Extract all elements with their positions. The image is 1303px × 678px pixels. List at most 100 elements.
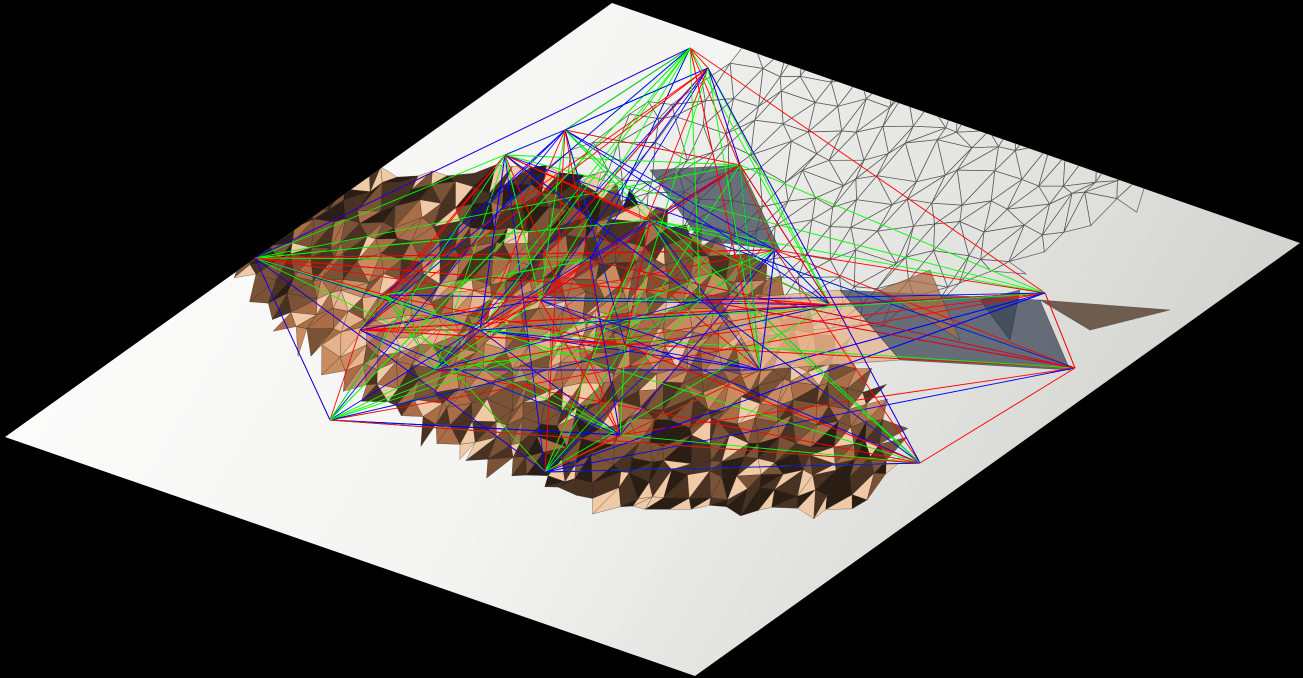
red-edge: [1044, 292, 1076, 369]
face-triangle: [866, 472, 887, 501]
wire-triangle: [1140, 37, 1177, 80]
wire-triangle: [1123, 117, 1142, 143]
blue-edge: [504, 154, 776, 251]
face-triangle: [277, 165, 290, 192]
green-edge: [739, 164, 1046, 294]
green-edge: [564, 129, 921, 464]
wire-triangle: [1187, 35, 1235, 83]
blue-edge: [564, 129, 776, 251]
blue-edge: [544, 462, 921, 473]
face-triangle: [296, 182, 306, 210]
wire-triangle: [928, 62, 963, 105]
blue-edge: [759, 249, 776, 371]
green-edge: [254, 257, 591, 261]
face-triangle: [236, 164, 257, 184]
face-triangle: [304, 165, 329, 190]
blue-edge: [479, 329, 621, 436]
face-triangle: [248, 227, 274, 247]
red-edge: [329, 329, 361, 421]
face-triangle: [295, 326, 308, 357]
blue-edge: [649, 219, 1076, 369]
wire-triangle: [1146, 21, 1176, 45]
wire-triangle: [1179, 96, 1204, 125]
blue-edge: [539, 299, 831, 306]
blue-edge: [329, 129, 566, 421]
blue-edge: [254, 257, 331, 421]
red-edge: [619, 367, 1076, 436]
wire-triangle: [1061, 94, 1101, 124]
face-triangle: [285, 174, 313, 192]
wire-triangle: [1014, 113, 1047, 152]
wire-triangle: [906, 73, 945, 105]
green-edge: [539, 47, 691, 301]
wire-triangle: [1123, 116, 1151, 160]
blue-edge: [589, 259, 621, 436]
wire-triangle: [1095, 115, 1127, 141]
red-edge: [504, 154, 621, 436]
wire-triangle: [1121, 20, 1156, 46]
blue-edge: [699, 292, 1046, 301]
red-edge: [624, 344, 921, 464]
blue-edge: [479, 329, 761, 371]
wire-triangle: [1149, 153, 1181, 174]
wire-triangle: [1214, 35, 1261, 72]
wire-triangle: [1179, 115, 1196, 155]
green-edge: [619, 344, 626, 436]
wire-triangle: [1091, 19, 1128, 54]
wire-triangle: [1125, 88, 1153, 133]
red-edge: [479, 67, 709, 331]
face-triangle: [343, 172, 371, 192]
red-edge: [479, 299, 541, 331]
blue-edge: [564, 67, 709, 131]
face-triangle: [250, 206, 271, 226]
wire-triangle: [1037, 53, 1069, 78]
green-edge: [707, 67, 761, 371]
face-triangle: [236, 181, 263, 204]
red-edge: [774, 249, 1076, 369]
red-edge: [254, 249, 776, 259]
wire-triangle: [1066, 18, 1097, 56]
wire-triangle: [1149, 114, 1181, 160]
face-triangle: [226, 220, 240, 247]
wire-triangle: [1125, 91, 1153, 133]
wire-triangle: [943, 41, 965, 75]
green-edge: [504, 154, 541, 301]
wire-triangle: [1092, 23, 1127, 53]
face-triangle: [269, 190, 298, 210]
wire-triangle: [1099, 74, 1131, 96]
green-edge: [329, 369, 436, 421]
red-edge: [739, 164, 831, 306]
wire-triangle: [904, 15, 946, 49]
wire-triangle: [1044, 103, 1070, 124]
wire-triangle: [850, 10, 896, 39]
green-edge: [689, 47, 831, 306]
blue-edge: [254, 47, 691, 259]
wire-triangle: [1116, 141, 1151, 182]
green-edge: [254, 257, 621, 436]
wire-triangle: [1196, 35, 1234, 83]
red-edge: [359, 292, 1046, 331]
blue-edge: [359, 47, 691, 331]
wire-triangle: [1193, 105, 1225, 125]
red-edge: [434, 259, 591, 371]
face-triangle: [218, 220, 241, 247]
wire-triangle: [1174, 37, 1189, 68]
green-edge: [564, 47, 691, 131]
wire-triangle: [956, 88, 990, 133]
wire-triangle: [1017, 74, 1039, 107]
green-edge: [564, 129, 651, 221]
wire-triangle: [1042, 231, 1065, 253]
wire-triangle: [926, 18, 966, 45]
face-triangle: [261, 166, 279, 189]
wire-triangle: [1140, 96, 1183, 118]
face-triangle: [218, 202, 240, 230]
wire-triangle: [1009, 13, 1034, 47]
wire-triangle: [799, 36, 832, 83]
blue-edge: [707, 67, 741, 166]
wire-triangle: [988, 105, 1018, 131]
green-edge: [329, 154, 506, 421]
wire-triangle: [829, 36, 871, 84]
red-edge: [254, 257, 831, 306]
wire-triangle: [956, 63, 986, 96]
